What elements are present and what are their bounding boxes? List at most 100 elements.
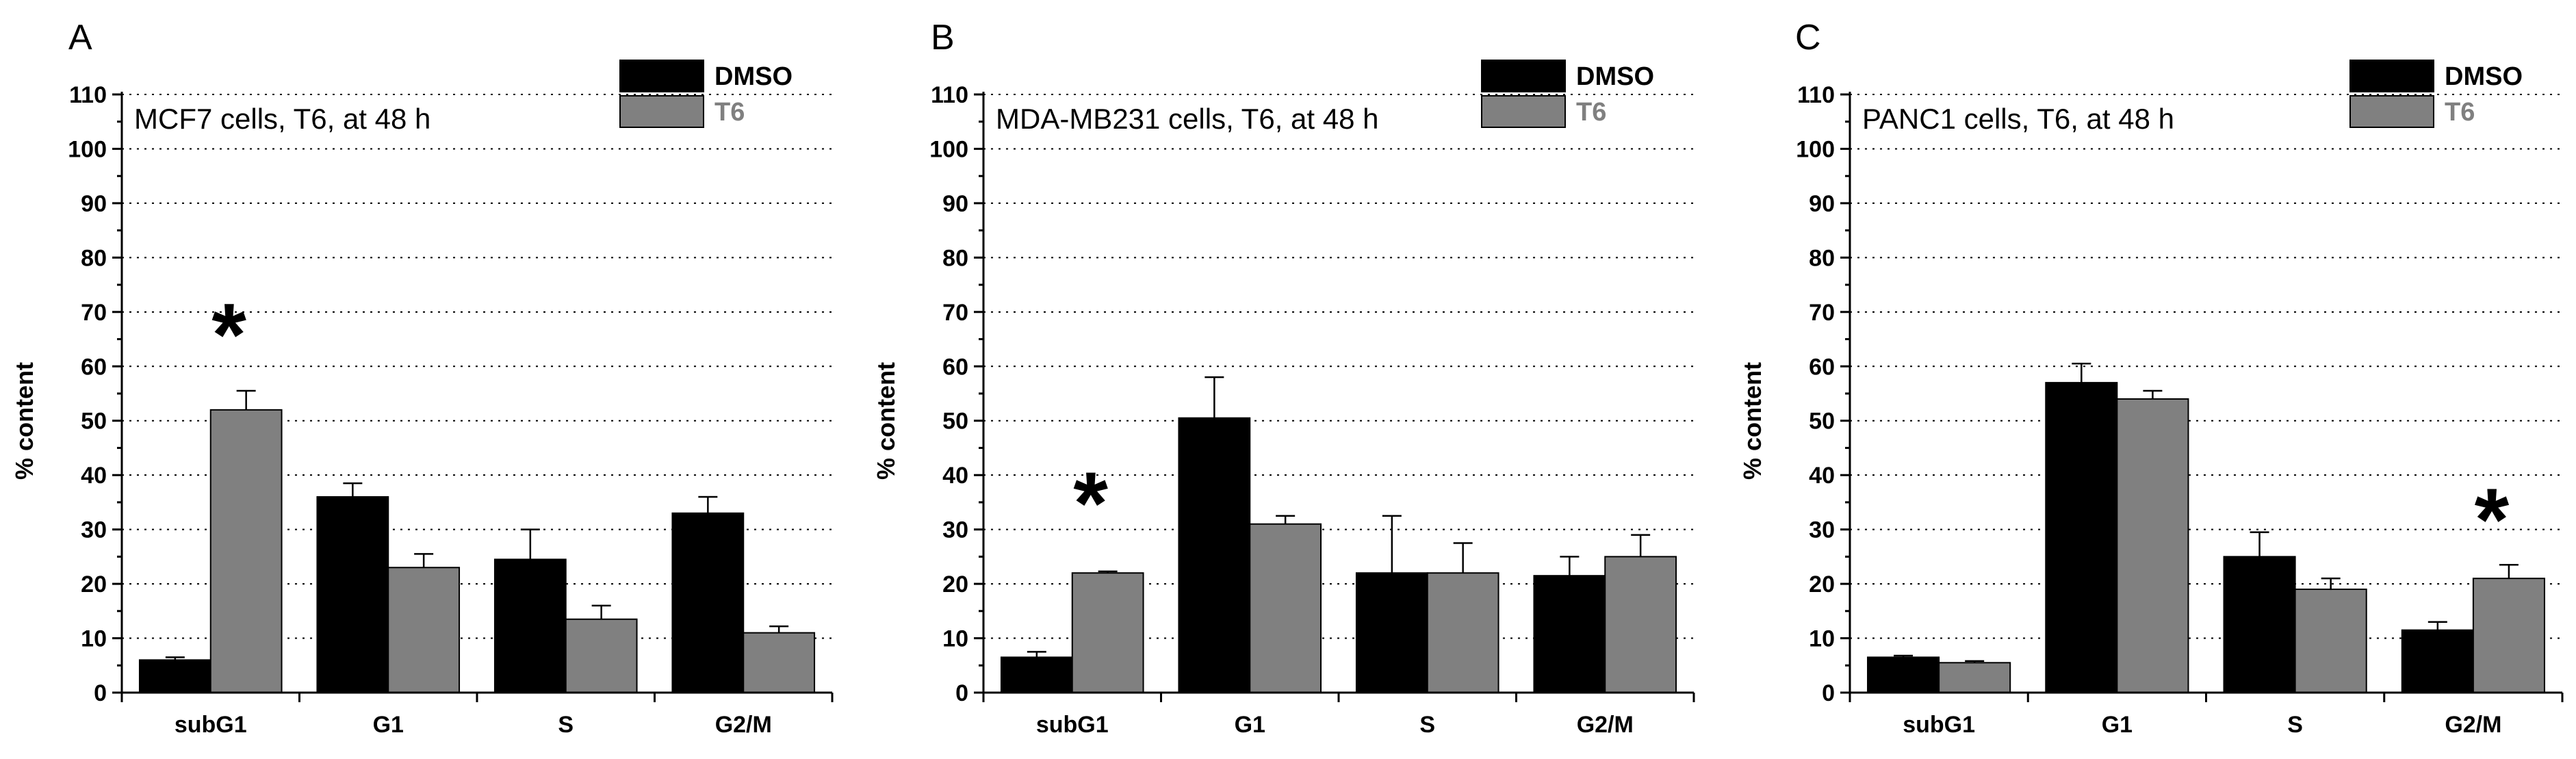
y-axis-label: % content [10,362,38,480]
bar-t6-subg1 [1071,572,1144,694]
legend-swatch-dmso [2349,60,2434,92]
y-tick-label: 10 [1809,626,1835,652]
x-tick-label: G2/M [1577,712,1634,738]
y-tick-label: 50 [942,409,968,435]
legend-swatch-t6 [1481,95,1566,128]
y-tick-label: 0 [94,680,107,706]
y-axis-label: % content [872,362,900,480]
bar-dmso-g2m [1533,575,1606,693]
bar-dmso-s [493,558,567,693]
legend-label-dmso: DMSO [2445,62,2523,91]
y-tick-label: 10 [942,626,968,652]
panel-label: C [1795,18,1821,57]
y-tick-label: 70 [942,300,968,326]
y-tick-label: 30 [942,517,968,543]
chart-title: MDA-MB231 cells, T6, at 48 h [996,103,1378,135]
x-tick-label: G1 [373,712,404,738]
significance-star: * [2475,469,2510,569]
y-tick-label: 80 [1809,245,1835,271]
bar-t6-g2m [2472,578,2545,693]
bar-dmso-s [1355,572,1428,694]
y-tick-label: 0 [955,680,968,706]
bar-dmso-g1 [1178,417,1251,693]
bar-t6-g2m [743,632,816,693]
y-tick-label: 110 [931,82,968,108]
significance-star: * [1073,453,1108,553]
bar-t6-subg1 [209,409,283,693]
bar-dmso-s [2223,556,2296,694]
significance-star: * [211,285,246,385]
y-tick-label: 50 [81,409,107,435]
legend-swatch-t6 [619,95,704,128]
legend-label-dmso: DMSO [1576,62,1654,91]
y-tick-label: 110 [1797,82,1835,108]
bar-dmso-g1 [316,496,389,693]
y-tick-label: 20 [81,571,107,597]
bar-dmso-subg1 [138,659,211,693]
legend-swatch-dmso [1481,60,1566,92]
x-tick-label: S [558,712,574,738]
panel-label: A [68,18,92,57]
y-tick-label: 30 [1809,517,1835,543]
bar-dmso-g2m [671,512,745,693]
y-tick-label: 40 [81,463,107,489]
y-tick-label: 60 [1809,354,1835,380]
y-tick-label: 10 [81,626,107,652]
y-tick-label: 40 [942,463,968,489]
bar-t6-g1 [1249,523,1322,694]
panel-label: B [931,18,955,57]
y-tick-label: 20 [1809,571,1835,597]
x-tick-label: subG1 [175,712,247,738]
y-tick-label: 30 [81,517,107,543]
y-tick-label: 90 [942,191,968,217]
bar-dmso-subg1 [1867,656,1940,694]
x-tick-label: subG1 [1036,712,1109,738]
bar-t6-g2m [1604,556,1677,694]
chart-title: PANC1 cells, T6, at 48 h [1862,103,2174,135]
bar-t6-g1 [387,567,461,693]
x-tick-label: S [1419,712,1435,738]
chart-title: MCF7 cells, T6, at 48 h [134,103,430,135]
bar-t6-subg1 [1938,662,2011,693]
y-tick-label: 80 [942,245,968,271]
y-tick-label: 110 [69,82,107,108]
x-tick-label: G2/M [715,712,772,738]
legend-label-t6: T6 [714,98,745,127]
y-tick-label: 0 [1822,680,1835,706]
y-tick-label: 50 [1809,409,1835,435]
bar-t6-s [1426,572,1499,694]
y-tick-label: 100 [1796,136,1835,162]
bar-t6-s [565,618,638,694]
y-tick-label: 100 [68,136,107,162]
bar-t6-g1 [2116,398,2189,693]
y-tick-label: 100 [929,136,968,162]
y-tick-label: 70 [1809,300,1835,326]
legend-label-t6: T6 [1576,98,1606,127]
x-tick-label: G1 [2102,712,2133,738]
x-tick-label: subG1 [1903,712,1975,738]
legend-label-t6: T6 [2445,98,2475,127]
legend-swatch-dmso [619,60,704,92]
bar-dmso-subg1 [1000,656,1073,694]
legend-label-dmso: DMSO [714,62,793,91]
y-tick-label: 90 [1809,191,1835,217]
bar-dmso-g2m [2401,629,2474,693]
x-tick-label: G2/M [2445,712,2501,738]
y-tick-label: 90 [81,191,107,217]
y-tick-label: 60 [942,354,968,380]
x-tick-label: G1 [1235,712,1265,738]
y-tick-label: 80 [81,245,107,271]
y-tick-label: 70 [81,300,107,326]
bar-t6-s [2294,589,2367,694]
bar-dmso-g1 [2045,382,2118,693]
y-tick-label: 20 [942,571,968,597]
y-axis-label: % content [1738,362,1766,480]
legend-swatch-t6 [2349,95,2434,128]
y-tick-label: 40 [1809,463,1835,489]
y-tick-label: 60 [81,354,107,380]
x-tick-label: S [2287,712,2303,738]
